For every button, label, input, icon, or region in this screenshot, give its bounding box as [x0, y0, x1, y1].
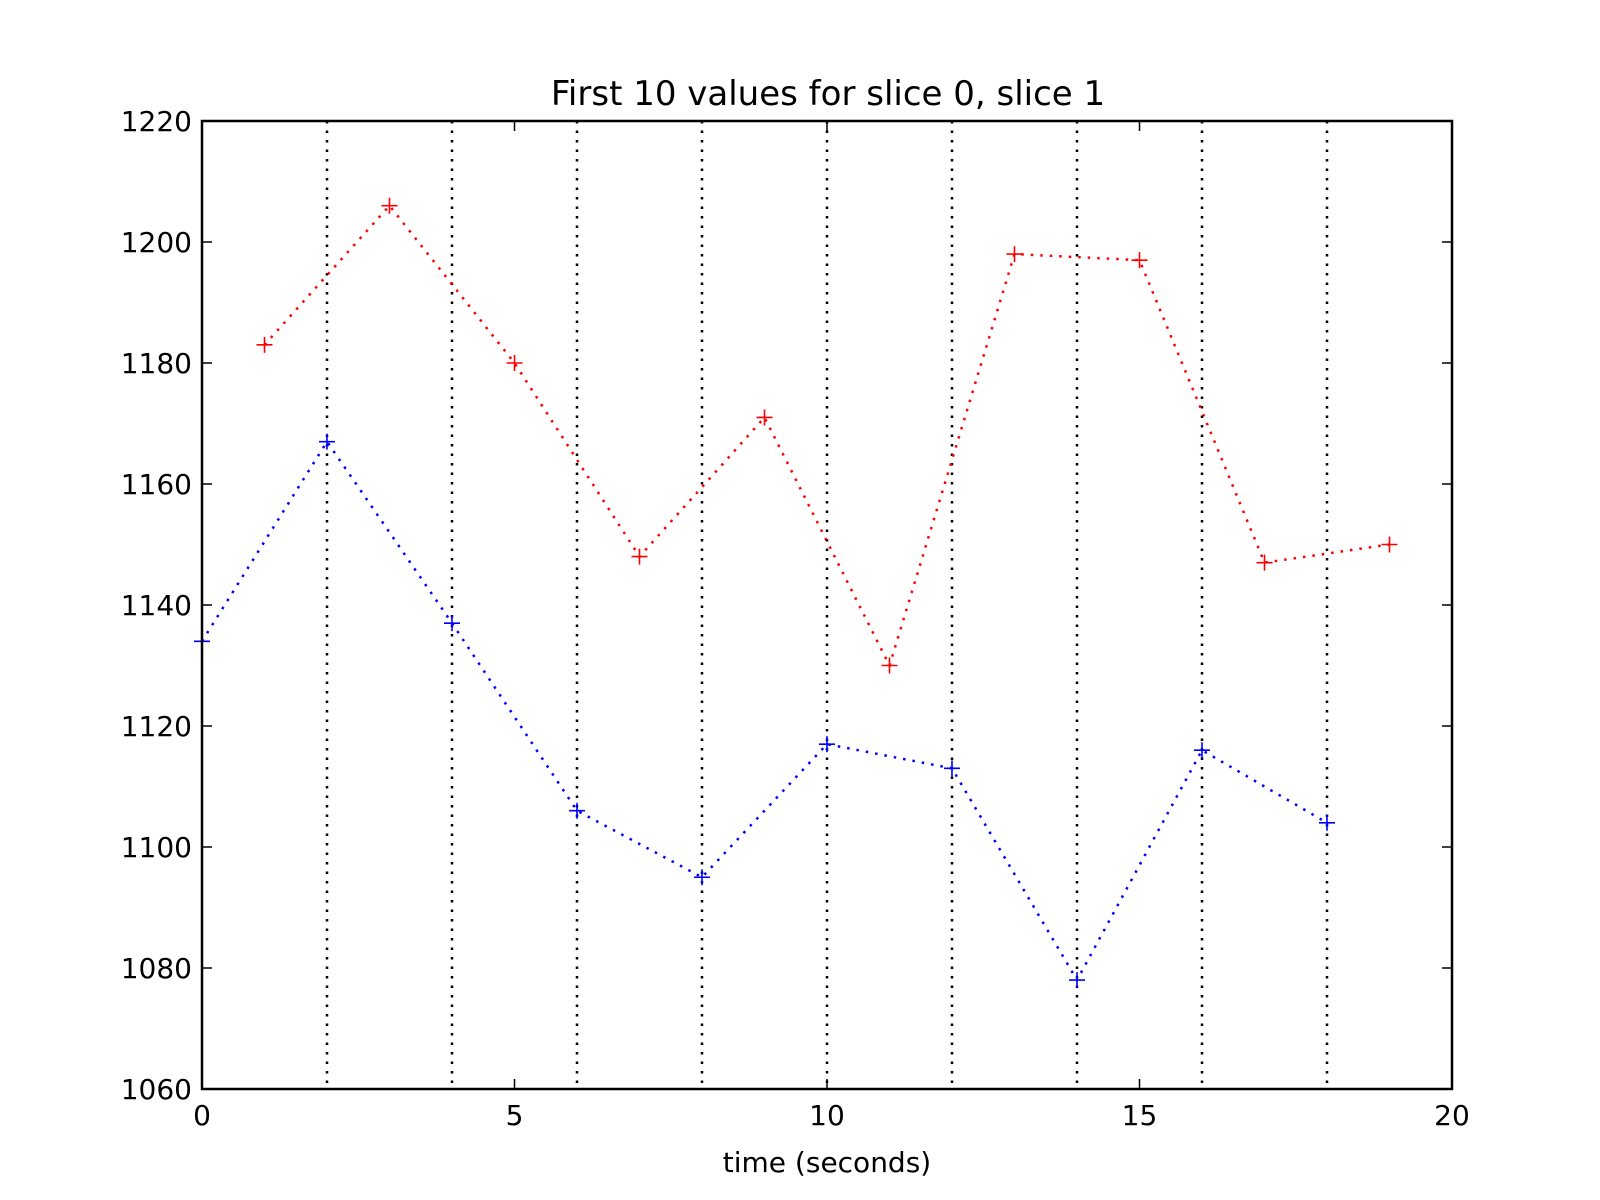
data-point-marker — [1381, 536, 1398, 553]
data-point-marker — [381, 197, 398, 214]
y-tick-label: 1200 — [121, 226, 192, 259]
x-tick-label: 5 — [506, 1099, 524, 1132]
data-point-marker — [881, 657, 898, 674]
series-line — [200, 439, 1328, 983]
data-point-marker — [444, 615, 460, 632]
data-point-marker — [506, 355, 523, 371]
data-point-marker — [569, 802, 585, 819]
x-tick-label: 0 — [193, 1099, 211, 1132]
y-tick-label: 1180 — [121, 347, 192, 380]
data-point-marker — [1006, 246, 1023, 263]
x-tick-labels: 0 5 10 15 20 — [193, 1099, 1470, 1132]
x-axis-label: time (seconds) — [723, 1146, 931, 1179]
data-point-marker — [1319, 814, 1335, 831]
data-point-marker — [256, 336, 273, 353]
data-point-marker — [1194, 742, 1210, 759]
y-tick-labels: 1060 1080 1100 1120 1140 1160 1180 1200 1220 — [121, 105, 192, 1106]
y-tick-label: 1080 — [121, 952, 192, 985]
data-point-marker — [819, 736, 835, 753]
data-point-marker — [1256, 554, 1273, 571]
data-point-marker — [1131, 252, 1148, 269]
data-point-marker — [1069, 972, 1085, 989]
data-point-marker — [319, 433, 335, 450]
y-tick-label: 1220 — [121, 105, 192, 138]
x-tick-label: 15 — [1122, 1099, 1158, 1132]
axis-ticks — [201, 120, 1453, 1090]
series-layer — [194, 197, 1398, 989]
series-1 — [256, 197, 1398, 674]
y-tick-label: 1120 — [121, 710, 192, 743]
y-tick-label: 1140 — [121, 589, 192, 622]
y-tick-label: 1100 — [121, 831, 192, 864]
data-point-marker — [631, 548, 648, 565]
y-tick-label: 1060 — [121, 1073, 192, 1106]
data-point-marker — [694, 869, 710, 886]
chart-title: First 10 values for slice 0, slice 1 — [551, 74, 1105, 114]
x-tick-label: 20 — [1434, 1099, 1470, 1132]
x-tick-label: 10 — [809, 1099, 845, 1132]
y-tick-label: 1160 — [121, 468, 192, 501]
series-0 — [194, 433, 1335, 989]
data-point-marker — [944, 760, 960, 777]
data-point-marker — [756, 409, 773, 426]
